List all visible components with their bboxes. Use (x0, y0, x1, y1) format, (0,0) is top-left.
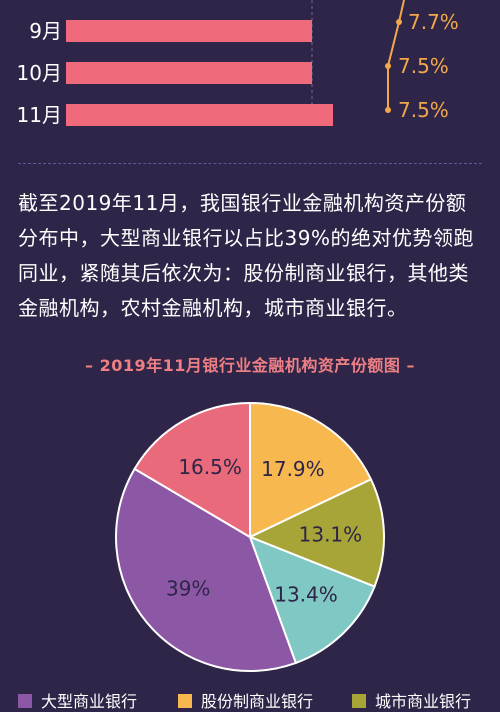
legend-swatch-large-bank (18, 694, 32, 708)
pie-label-3: 39% (166, 576, 210, 600)
pie-slice-3 (115, 467, 298, 672)
pie-slice-1 (247, 477, 385, 588)
month-label-sep: 9月 (29, 19, 62, 43)
legend-swatch-city-bank (352, 694, 366, 708)
trend-label-sep: 7.7% (408, 10, 459, 34)
trend-line (387, 0, 405, 110)
pie-slice-2 (248, 535, 376, 665)
pie-label-0: 17.9% (261, 457, 325, 481)
pie-chart: 17.9% 13.1% 13.4% 39% 16.5% (115, 401, 385, 672)
bar-chart-fragment: 9月 10月 11月 7.7% 7.5% 7.5% (17, 0, 459, 127)
legend-label-joint-stock-bank: 股份制商业银行 (201, 692, 314, 711)
summary-paragraph: 截至2019年11月，我国银行业金融机构资产份额分布中，大型商业银行以占比39%… (18, 191, 474, 320)
pie-legend: 大型商业银行 股份制商业银行 城市商业银行 (0, 680, 500, 712)
pie-label-1: 13.1% (299, 522, 363, 546)
pie-chart-title: – 2019年11月银行业金融机构资产份额图 – (85, 356, 415, 375)
bar-oct (66, 62, 312, 84)
trend-label-nov: 7.5% (398, 98, 449, 122)
pie-slice-4 (133, 401, 251, 539)
pie-slice-0 (249, 401, 373, 539)
legend-label-city-bank: 城市商业银行 (375, 692, 472, 711)
dashed-divider (18, 163, 482, 164)
pie-label-4: 16.5% (178, 455, 242, 479)
month-label-nov: 11月 (17, 103, 62, 127)
legend-swatch-joint-stock-bank (178, 694, 192, 708)
pie-label-2: 13.4% (274, 583, 338, 607)
bar-sep (66, 20, 312, 42)
month-label-oct: 10月 (17, 61, 62, 85)
legend-item-joint-stock-bank: 股份制商业银行 (178, 688, 314, 711)
legend-label-large-bank: 大型商业银行 (41, 692, 138, 711)
trend-point-nov (385, 107, 391, 113)
legend-item-city-bank: 城市商业银行 (352, 688, 472, 711)
legend-item-large-bank: 大型商业银行 (18, 688, 138, 711)
trend-point-sep (396, 19, 402, 25)
bar-nov (66, 104, 333, 126)
trend-label-oct: 7.5% (398, 54, 449, 78)
trend-point-oct (385, 63, 391, 69)
